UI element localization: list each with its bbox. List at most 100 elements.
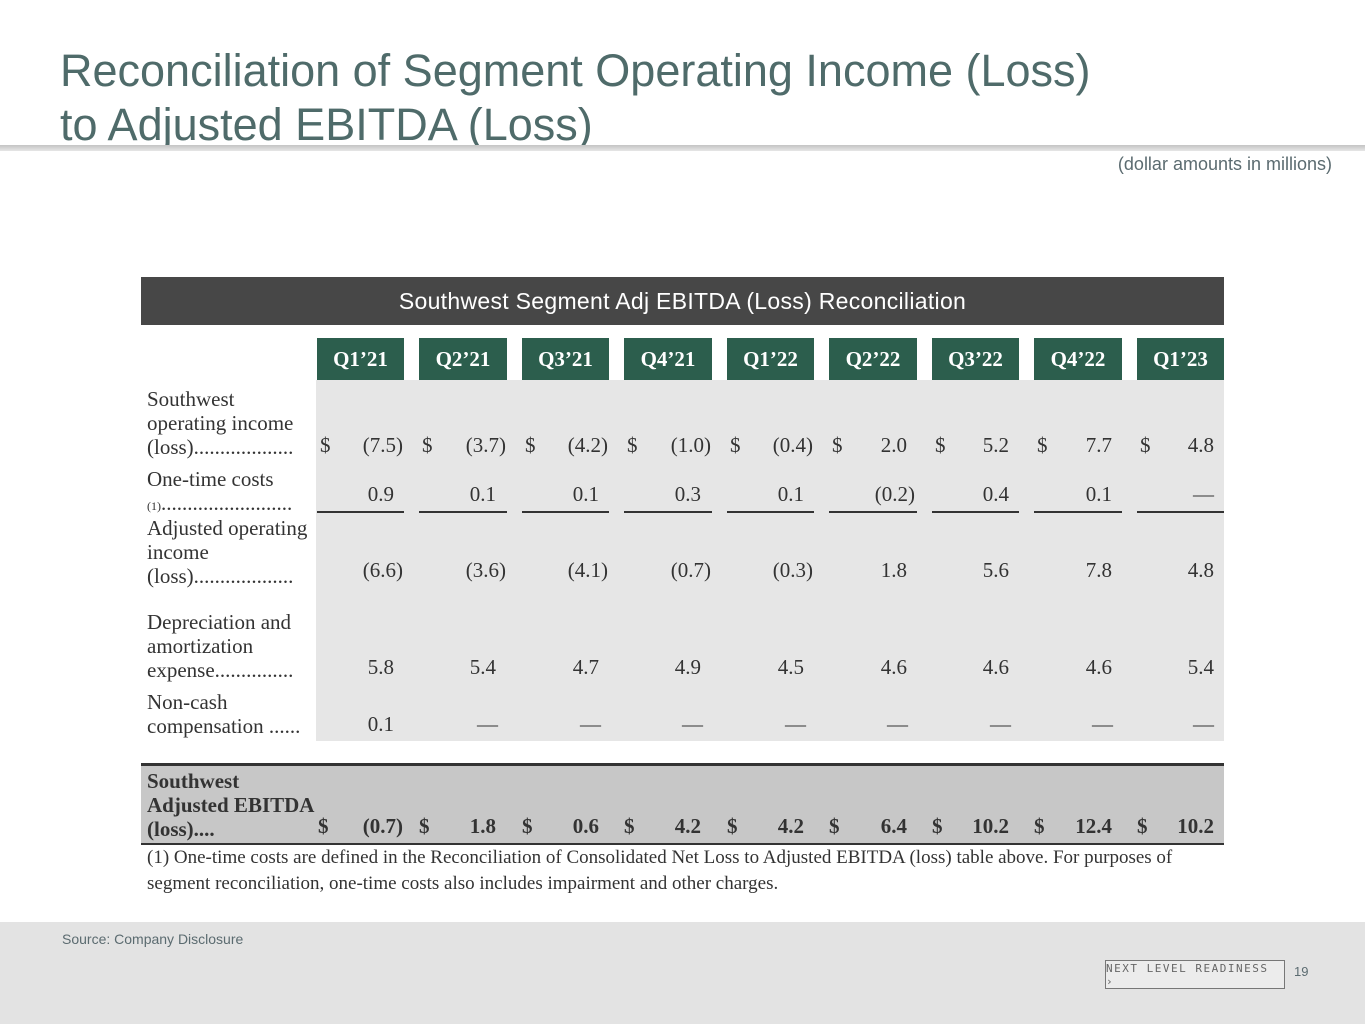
table-cell: 4.2: [674, 814, 701, 838]
subtotal-underline: [1034, 511, 1122, 513]
slide-title: Reconciliation of Segment Operating Inco…: [60, 44, 1160, 152]
currency-symbol: $: [522, 814, 533, 838]
table-cell: 0.4: [982, 482, 1009, 506]
column-header: Q1’21: [317, 338, 404, 380]
column-header: Q3’21: [522, 338, 609, 380]
table-cell: (3.7): [465, 433, 506, 457]
table-cell: —: [887, 712, 908, 736]
table-cell: 4.6: [1085, 655, 1112, 679]
column-header: Q1’22: [727, 338, 814, 380]
slide-title-line-1: Reconciliation of Segment Operating Inco…: [60, 45, 1091, 96]
slide-title-line-2: to Adjusted EBITDA (Loss): [60, 99, 593, 150]
currency-symbol: $: [1137, 814, 1148, 838]
currency-symbol: $: [730, 433, 741, 457]
table-body-background: [316, 380, 1224, 741]
row-label-depreciation: Depreciation and amortization expense...…: [147, 610, 294, 682]
row-label-operating-income: Southwest operating income (loss).......…: [147, 387, 294, 459]
currency-symbol: $: [320, 433, 331, 457]
table-cell: —: [682, 712, 703, 736]
column-header: Q1’23: [1137, 338, 1224, 380]
table-cell: —: [1193, 482, 1214, 506]
table-cell: (6.6): [362, 558, 403, 582]
table-cell: 0.1: [367, 712, 394, 736]
table-cell: 0.1: [1085, 482, 1112, 506]
subtotal-underline: [727, 511, 814, 513]
column-header: Q4’22: [1034, 338, 1122, 380]
footnote-ref: (1): [147, 499, 161, 513]
table-cell: 5.2: [982, 433, 1009, 457]
table-cell: 6.4: [880, 814, 907, 838]
table-cell: 4.7: [572, 655, 599, 679]
currency-symbol: $: [624, 814, 635, 838]
table-cell: (0.3): [772, 558, 813, 582]
table-cell: —: [1092, 712, 1113, 736]
subtotal-underline: [317, 511, 404, 513]
table-cell: (0.7): [362, 814, 403, 838]
currency-symbol: $: [727, 814, 738, 838]
subtotal-underline: [1137, 511, 1224, 513]
row-label-one-time-costs: One-time costs (1)......................…: [147, 467, 317, 518]
table-cell: (0.7): [670, 558, 711, 582]
table-cell: —: [580, 712, 601, 736]
subtotal-underline: [419, 511, 507, 513]
table-cell: 0.1: [469, 482, 496, 506]
row-label-one-time-costs-text: One-time costs: [147, 467, 274, 491]
currency-symbol: $: [1034, 814, 1045, 838]
currency-symbol: $: [422, 433, 433, 457]
column-header: Q2’22: [829, 338, 917, 380]
subtotal-underline: [829, 511, 917, 513]
table-cell: (0.2): [874, 482, 915, 506]
table-cell: 4.6: [982, 655, 1009, 679]
table-cell: 1.8: [880, 558, 907, 582]
table-cell: 5.8: [367, 655, 394, 679]
label-column-background: [141, 380, 316, 741]
currency-symbol: $: [935, 433, 946, 457]
units-note: (dollar amounts in millions): [1117, 154, 1332, 174]
table-cell: 2.0: [880, 433, 907, 457]
row-label-non-cash-compensation: Non-cash compensation ......: [147, 690, 301, 738]
table-cell: 0.3: [674, 482, 701, 506]
currency-symbol: $: [832, 433, 843, 457]
currency-symbol: $: [1140, 433, 1151, 457]
currency-symbol: $: [419, 814, 430, 838]
table-cell: 4.9: [674, 655, 701, 679]
currency-symbol: $: [318, 814, 329, 838]
table-cell: 0.1: [572, 482, 599, 506]
table-cell: —: [785, 712, 806, 736]
column-header: Q3’22: [932, 338, 1019, 380]
table-cell: 5.6: [982, 558, 1009, 582]
column-header: Q2’21: [419, 338, 507, 380]
currency-symbol: $: [1037, 433, 1048, 457]
row-label-dots: .........................: [161, 491, 293, 515]
table-cell: 12.4: [1075, 814, 1112, 838]
table-cell: (7.5): [362, 433, 403, 457]
table-cell: —: [990, 712, 1011, 736]
row-label-adjusted-ebitda: Southwest Adjusted EBITDA (loss)....: [147, 769, 314, 841]
column-header: Q4’21: [624, 338, 712, 380]
table-cell: 1.8: [469, 814, 496, 838]
table-cell: 7.7: [1085, 433, 1112, 457]
table-cell: 4.8: [1187, 558, 1214, 582]
table-cell: 5.4: [1187, 655, 1214, 679]
table-cell: 0.9: [367, 482, 394, 506]
table-cell: 4.2: [777, 814, 804, 838]
table-cell: (4.1): [567, 558, 608, 582]
row-label-adjusted-operating-income: Adjusted operating income (loss)........…: [147, 516, 308, 588]
table-cell: 10.2: [1177, 814, 1214, 838]
page-number: 19: [1294, 964, 1309, 979]
table-cell: 4.8: [1187, 433, 1214, 457]
table-cell: 0.6: [572, 814, 599, 838]
table-cell: (1.0): [670, 433, 711, 457]
table-banner: Southwest Segment Adj EBITDA (Loss) Reco…: [141, 277, 1224, 325]
subtotal-underline: [932, 511, 1019, 513]
brand-logo: NEXT LEVEL READINESS ›: [1105, 960, 1285, 989]
table-cell: 7.8: [1085, 558, 1112, 582]
table-cell: (3.6): [465, 558, 506, 582]
table-cell: 10.2: [972, 814, 1009, 838]
table-cell: (4.2): [567, 433, 608, 457]
source-note: Source: Company Disclosure: [62, 931, 244, 947]
currency-symbol: $: [829, 814, 840, 838]
currency-symbol: $: [932, 814, 943, 838]
table-cell: 4.5: [777, 655, 804, 679]
currency-symbol: $: [525, 433, 536, 457]
